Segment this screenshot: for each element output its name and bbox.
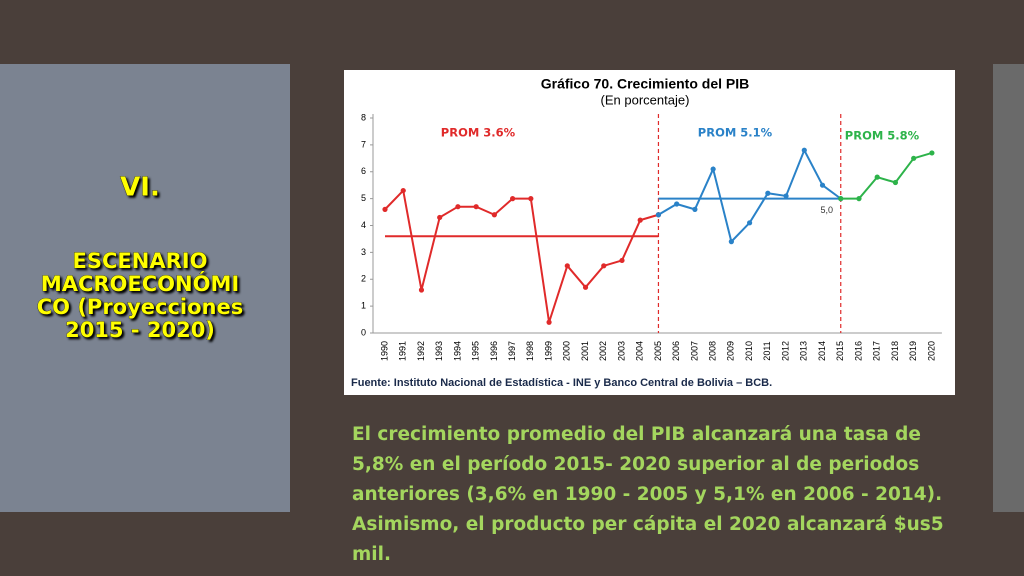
x-tick-label: 2015 <box>835 341 845 361</box>
slide-heading: MACROECONÓMI <box>41 271 239 296</box>
x-tick-label: 2020 <box>926 341 936 361</box>
chart-subtitle: (En porcentaje) <box>601 92 690 107</box>
point <box>473 204 479 210</box>
y-tick-label: 6 <box>361 166 366 176</box>
x-tick-label: 2001 <box>580 341 590 361</box>
x-tick-label: 2005 <box>653 341 663 361</box>
point <box>892 179 899 186</box>
point <box>929 150 935 156</box>
point <box>564 263 570 269</box>
y-tick-label: 0 <box>361 327 366 337</box>
left-panel <box>0 64 290 512</box>
chart-source: Fuente: Instituto Nacional de Estadístic… <box>351 377 772 389</box>
y-tick-label: 8 <box>361 112 366 122</box>
point <box>728 239 734 245</box>
x-tick-label: 2006 <box>671 341 681 361</box>
slide-paragraph: Asimismo, el producto per cápita el 2020… <box>352 514 944 535</box>
x-tick-label: 2004 <box>635 341 645 361</box>
right-panel <box>993 64 1024 512</box>
series-line <box>840 151 933 200</box>
point <box>382 206 388 212</box>
slide-paragraph: El crecimiento promedio del PIB alcanzar… <box>352 424 921 445</box>
x-tick-label: 1997 <box>507 341 517 361</box>
x-tick-label: 2008 <box>708 341 718 361</box>
slide-heading: CO (Proyecciones <box>37 295 244 319</box>
point <box>400 187 406 194</box>
point <box>455 204 461 210</box>
point <box>418 287 425 293</box>
point <box>801 147 807 153</box>
x-tick-label: 2009 <box>726 341 736 361</box>
x-tick-label: 1992 <box>416 341 426 361</box>
x-tick-label: 2016 <box>853 341 863 361</box>
x-tick-label: 1990 <box>379 341 389 361</box>
x-tick-label: 2000 <box>562 341 572 361</box>
point <box>546 319 552 325</box>
chart-title: Gráfico 70. Crecimiento del PIB <box>541 76 750 92</box>
y-tick-label: 1 <box>361 301 366 311</box>
y-tick-label: 4 <box>361 220 366 230</box>
slide-heading: ESCENARIO <box>73 249 208 273</box>
x-tick-label: 2007 <box>689 341 699 361</box>
point <box>582 284 589 290</box>
x-tick-label: 2019 <box>908 341 918 361</box>
series-line <box>384 188 659 323</box>
point <box>491 212 497 218</box>
annotation: PROM 5.8% <box>845 129 920 143</box>
y-tick-label: 5 <box>361 193 366 203</box>
x-tick-label: 1999 <box>543 341 553 361</box>
point <box>710 166 716 172</box>
annotation: PROM 5.1% <box>698 126 773 140</box>
point <box>601 263 607 269</box>
x-tick-label: 2002 <box>598 341 608 361</box>
y-tick-label: 2 <box>361 274 366 284</box>
point <box>692 206 698 212</box>
point <box>674 201 680 207</box>
point <box>874 174 880 180</box>
x-tick-label: 2014 <box>817 341 827 361</box>
point <box>856 196 862 202</box>
point <box>911 155 917 161</box>
slide-heading: VI. <box>120 173 160 203</box>
x-tick-label: 1993 <box>434 341 444 361</box>
slide-paragraph: mil. <box>352 544 391 565</box>
y-tick-label: 7 <box>361 139 366 149</box>
point <box>510 196 516 202</box>
x-tick-label: 2012 <box>780 341 790 361</box>
point <box>783 193 789 199</box>
y-tick-label: 3 <box>361 247 366 257</box>
x-tick-label: 2017 <box>872 341 882 361</box>
point <box>838 196 844 202</box>
x-tick-label: 1998 <box>525 341 535 361</box>
point <box>747 220 753 226</box>
average-label: 5,0 <box>820 205 833 215</box>
x-tick-label: 2018 <box>890 341 900 361</box>
x-tick-label: 1991 <box>398 341 408 361</box>
x-tick-label: 2011 <box>762 341 772 360</box>
point <box>528 196 534 202</box>
point <box>437 214 443 221</box>
annotation: PROM 3.6% <box>441 126 516 140</box>
x-tick-label: 2010 <box>744 341 754 361</box>
x-tick-label: 1995 <box>471 341 481 361</box>
point <box>619 257 625 264</box>
slide-paragraph: anteriores (3,6% en 1990 - 2005 y 5,1% e… <box>352 484 942 505</box>
x-tick-label: 2003 <box>616 341 626 361</box>
x-tick-label: 2013 <box>799 341 809 361</box>
point <box>819 182 826 188</box>
x-tick-label: 1994 <box>452 341 462 361</box>
point <box>655 212 662 218</box>
point <box>765 190 771 196</box>
slide-heading: 2015 - 2020) <box>65 318 215 342</box>
x-tick-label: 1996 <box>489 341 499 361</box>
point <box>637 217 643 223</box>
chart-image <box>344 70 955 395</box>
slide-paragraph: 5,8% en el período 2015- 2020 superior a… <box>352 454 919 475</box>
